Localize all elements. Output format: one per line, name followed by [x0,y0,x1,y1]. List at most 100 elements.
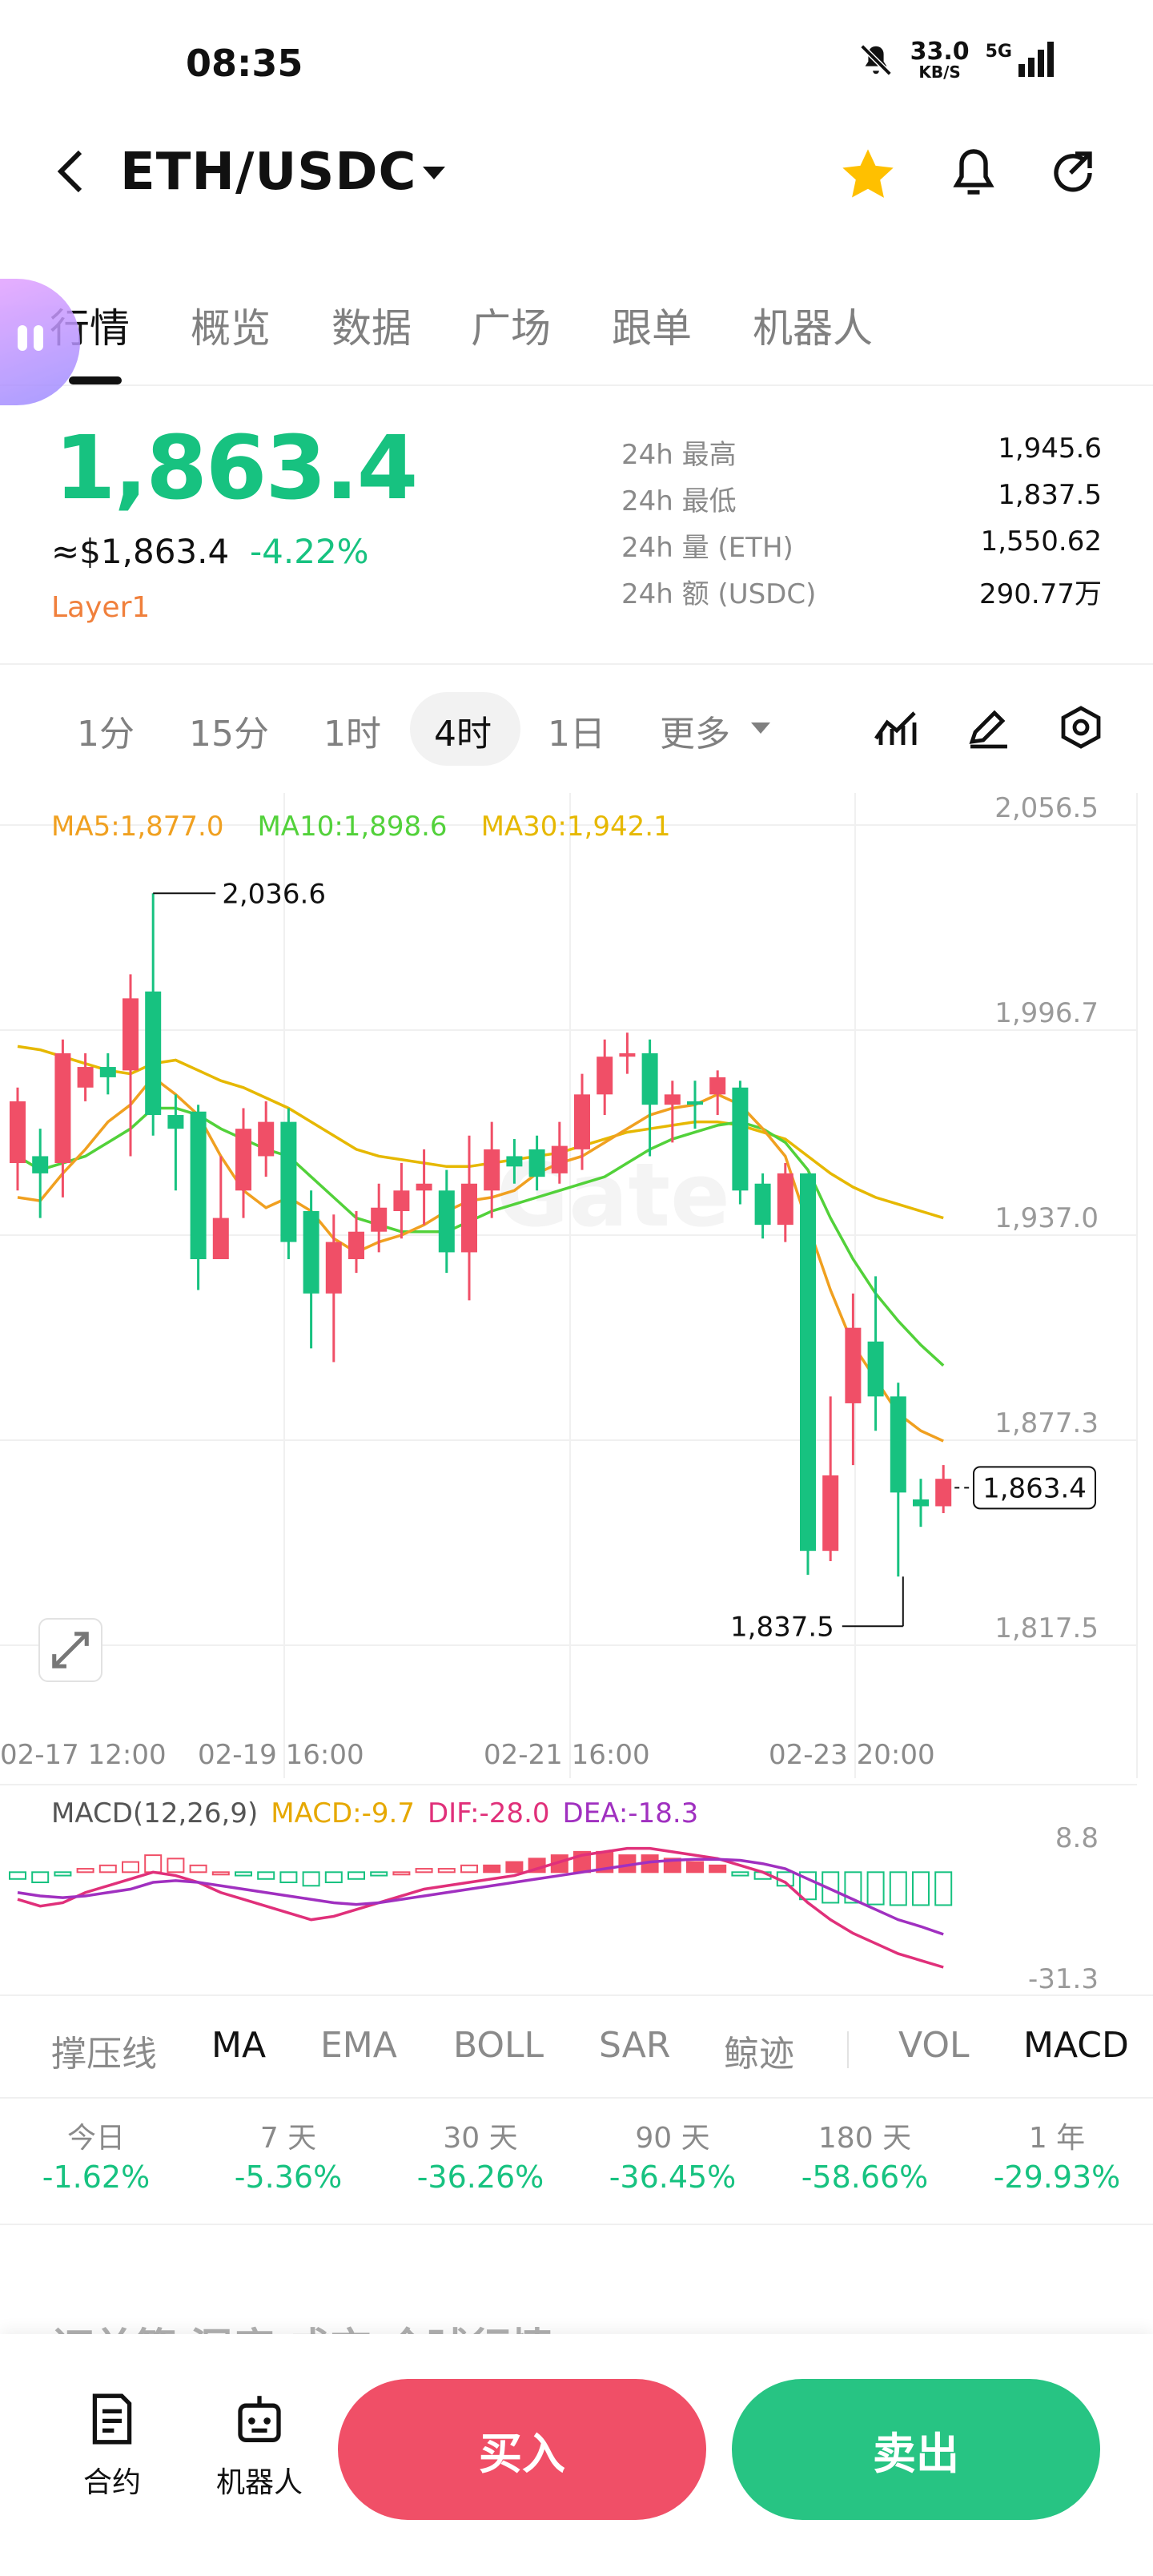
pair-dropdown-caret-icon[interactable] [423,167,445,179]
fullscreen-button[interactable] [38,1618,102,1682]
tab-square[interactable]: 广场 [471,305,551,352]
macd-histogram-bar [370,1871,388,1877]
interval-1d[interactable]: 1日 [548,714,605,755]
candle-body [167,1115,184,1129]
tab-data[interactable]: 数据 [331,305,412,352]
chart-canvas[interactable]: 2,056.51,996.71,937.01,877.31,817.5Gate2… [0,793,1153,1994]
tab-overview[interactable]: 概览 [191,305,271,352]
candle-body [754,1183,771,1226]
status-time: 08:35 [186,42,303,85]
indicator-ma[interactable]: MA [211,2025,267,2066]
stat-volume: 24h 量 (ETH) 1,550.62 [621,525,1102,572]
macd-histogram-bar [31,1871,50,1884]
interval-4h[interactable]: 4时 [434,714,492,755]
settings-hexagon-icon[interactable] [1057,703,1105,751]
robot-icon [238,2396,281,2443]
perf-1y: 1 年 -29.93% [961,2115,1153,2195]
stat-value: 1,550.62 [980,525,1102,557]
interval-15m[interactable]: 15分 [189,714,269,755]
more-caret-icon[interactable] [751,722,770,734]
candle-body [32,1156,49,1173]
x-tick-label: 02-23 20:00 [769,1739,935,1771]
candle-body [393,1190,410,1212]
pair-title[interactable]: ETH/USDC [120,143,417,202]
low-marker-label: 1,837.5 [730,1611,834,1643]
signal-icon [1018,42,1054,77]
perf-value: -36.45% [609,2159,737,2195]
macd-histogram-bar [9,1871,26,1880]
ma5-legend: MA5:1,877.0 [51,811,224,843]
ma-legend: MA5:1,877.0 MA10:1,898.6 MA30:1,942.1 [51,811,671,843]
indicator-boll[interactable]: BOLL [453,2025,544,2066]
candle-body [890,1396,906,1493]
indicator-whale[interactable]: 鲸迹 [724,2034,794,2075]
24h-stats: 24h 最高 1,945.6 24h 最低 1,837.5 24h 量 (ETH… [621,433,1102,618]
macd-histogram-bar [324,1871,343,1884]
sell-button[interactable]: 卖出 [732,2379,1100,2520]
current-price-label: 1,863.4 [982,1472,1087,1504]
macd-histogram-bar [912,1871,930,1906]
candle-body [867,1341,884,1397]
ma10-line [17,1106,945,1367]
header: ETH/USDC [0,128,1153,216]
pencil-icon[interactable] [964,703,1012,751]
ma30-legend: MA30:1,942.1 [480,811,671,843]
perf-label: 30 天 [443,2122,518,2155]
macd-histogram-bar [934,1871,953,1906]
tab-copy-trading[interactable]: 跟单 [612,305,692,352]
candle-body [235,1129,251,1191]
candle-body [913,1499,929,1507]
macd-histogram-bar [98,1864,117,1874]
share-icon[interactable] [1044,144,1102,202]
perf-label: 90 天 [635,2122,710,2155]
candle-body [303,1211,319,1294]
status-bar: 08:35 33.0 KB/S 5G [0,0,1153,120]
macd-histogram-bar [437,1868,456,1874]
contract-label: 合约 [82,2466,141,2499]
tab-bots[interactable]: 机器人 [753,305,873,352]
candle-body [99,1067,116,1077]
y-tick-label: 1,996.7 [994,997,1099,1029]
x-tick-label: 02-19 16:00 [198,1739,364,1771]
bell-icon[interactable] [945,144,1002,202]
perf-value: -29.93% [993,2159,1121,2195]
dea-value: DEA:-18.3 [562,1797,699,1829]
macd-histogram-bar [822,1871,840,1904]
interval-1m[interactable]: 1分 [77,714,135,755]
dif-line [17,1846,944,1969]
divider [0,663,1153,665]
indicator-vol[interactable]: VOL [898,2025,970,2066]
buy-button[interactable]: 买入 [338,2379,706,2520]
stat-label: 24h 量 (ETH) [621,532,793,564]
perf-label: 1 年 [1028,2122,1086,2155]
x-tick-label: 02-17 12:00 [0,1739,167,1771]
indicator-ema[interactable]: EMA [320,2025,397,2066]
robot-button[interactable]: 机器人 [195,2390,323,2510]
interval-more[interactable]: 更多 [660,714,730,755]
indicator-sar[interactable]: SAR [599,2025,671,2066]
candle-body [528,1149,545,1177]
chart-type-icon[interactable] [871,703,919,751]
candle-body [935,1479,952,1507]
macd-histogram-bar [279,1871,298,1884]
macd-histogram-bar [844,1871,862,1904]
perf-today: 今日 -1.62% [0,2115,192,2195]
indicator-support-resistance[interactable]: 撑压线 [51,2034,157,2075]
macd-histogram-bar [799,1871,817,1901]
tab-bar: 行情 概览 数据 广场 跟单 机器人 [0,279,1153,405]
category-tag[interactable]: Layer1 [51,591,151,624]
net-speed-value: 33.0 [910,38,970,66]
interval-1h[interactable]: 1时 [323,714,381,755]
macd-value: MACD:-9.7 [271,1797,415,1829]
contract-button[interactable]: 合约 [56,2390,168,2510]
macd-histogram-bar [483,1864,501,1874]
indicator-macd[interactable]: MACD [1023,2025,1129,2066]
back-arrow-icon[interactable] [48,147,96,195]
macd-histogram-bar [348,1871,365,1880]
y-tick-label: 1,877.3 [994,1407,1099,1439]
candle-body [10,1101,26,1164]
candle-body [822,1475,839,1552]
macd-histogram-bar [235,1871,252,1877]
price-chart[interactable]: 2,056.5 1,996.7 1,937.0 1,877.3 1,817.5 Gate 2… [0,793,1153,1994]
star-icon[interactable] [838,144,898,205]
